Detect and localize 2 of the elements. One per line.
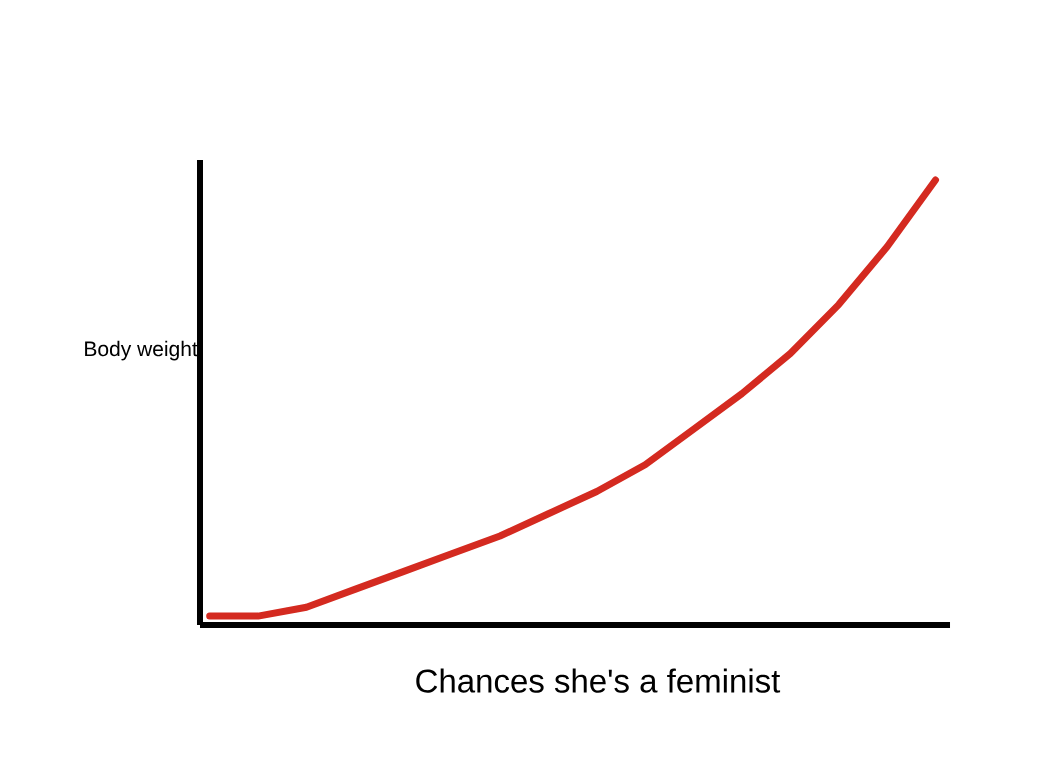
y-axis-title: Body weight xyxy=(85,340,198,361)
x-axis-title: Chances she's a feminist xyxy=(416,668,781,693)
